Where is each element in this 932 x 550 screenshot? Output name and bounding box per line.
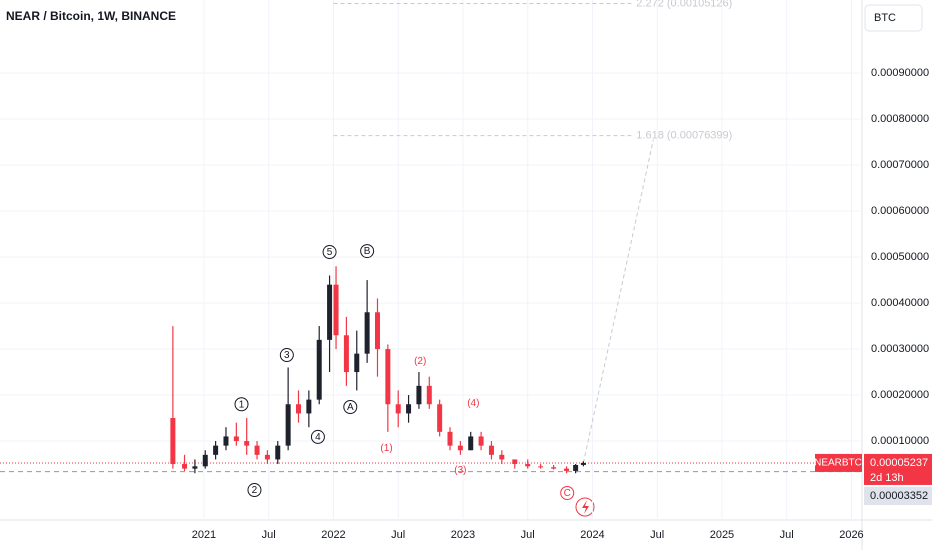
candle-body (182, 464, 188, 469)
wave-label: A (347, 402, 354, 413)
candle-body (551, 467, 557, 469)
x-tick-label: Jul (262, 529, 276, 541)
y-tick-label: 0.00090000 (871, 67, 929, 79)
wave-label: B (364, 246, 371, 257)
wave-circle (322, 245, 337, 260)
candle-body (499, 454, 505, 460)
price-tag (864, 453, 932, 485)
candle-body (354, 353, 360, 373)
grid (0, 0, 860, 520)
x-tick-label: 2024 (580, 529, 604, 541)
symbol-label: NEARBTC (814, 458, 862, 469)
candle-body (447, 431, 453, 446)
x-tick-label: Jul (780, 529, 794, 541)
currency-button[interactable] (864, 4, 923, 32)
y-tick-label: 0.00070000 (871, 159, 929, 171)
x-tick-label: 2021 (192, 529, 216, 541)
y-tick-label: 0.00050000 (871, 251, 929, 263)
candle-body (525, 464, 531, 467)
candle-body (192, 466, 198, 469)
wave-label: 1 (239, 399, 245, 410)
x-tick-label: 2026 (839, 529, 863, 541)
x-tick-label: Jul (521, 529, 535, 541)
y-tick-label: 0.00030000 (871, 343, 929, 355)
candle-body (295, 404, 301, 414)
x-tick-label: 2025 (710, 529, 734, 541)
candle-body (233, 436, 239, 442)
wave-label: C (564, 488, 571, 499)
candle-body (478, 436, 484, 446)
ref-price-tag (864, 487, 932, 505)
candle-body (406, 404, 412, 414)
wave-label: (1) (380, 443, 392, 454)
currency-label[interactable]: BTC (874, 12, 896, 24)
candle-body (437, 404, 443, 432)
candle-body (213, 445, 219, 455)
wave-label: (3) (454, 465, 466, 476)
candle-body (244, 441, 250, 446)
y-tick-label: 0.00040000 (871, 297, 929, 309)
candle-body (468, 436, 474, 451)
candle-body (316, 339, 322, 400)
y-tick-label: 0.00060000 (871, 205, 929, 217)
candle-body (385, 349, 391, 405)
candle-body (395, 404, 401, 414)
x-tick-label: Jul (391, 529, 405, 541)
symbol-tag (815, 453, 862, 472)
candle-body (275, 445, 281, 460)
x-tick-label: Jul (650, 529, 664, 541)
wave-label: 3 (284, 350, 290, 361)
x-tick-label: 2022 (321, 529, 345, 541)
chart-title: NEAR / Bitcoin, 1W, BINANCE (6, 9, 176, 23)
projection-line (582, 139, 654, 464)
fib-label: 1.618 (0.00076399) (636, 130, 732, 142)
candle-body (538, 466, 544, 468)
wave-circle (343, 400, 358, 415)
candle-body (457, 445, 463, 451)
wave-label: (2) (414, 356, 426, 367)
wave-circle (360, 244, 375, 259)
candle-body (223, 436, 229, 446)
candle-body (285, 404, 291, 446)
candle-body (333, 284, 339, 336)
fib-label: 2.272 (0.00105126) (636, 0, 732, 9)
wave-label: (4) (467, 398, 479, 409)
candle-body (426, 385, 432, 405)
candle-body (202, 454, 208, 467)
ref-price-label: 0.00003352 (870, 490, 928, 502)
candle-body (364, 312, 370, 354)
candle-body (170, 418, 176, 465)
candle-body (374, 312, 380, 350)
y-tick-label: 0.00010000 (871, 435, 929, 447)
candle-body (343, 335, 349, 373)
wave-label: 4 (315, 432, 321, 443)
countdown-label: 2d 13h (870, 472, 904, 484)
wave-circle (560, 486, 575, 501)
candle-body (254, 445, 260, 455)
candle-body (573, 464, 579, 471)
wave-label: 2 (252, 485, 258, 496)
y-tick-label: 0.00020000 (871, 389, 929, 401)
price-label: 0.00005237 (870, 457, 928, 469)
candle-body (327, 284, 333, 340)
wave-circle (234, 397, 249, 412)
candle-body (264, 454, 270, 460)
candle-body (580, 462, 586, 465)
candle-body (512, 459, 518, 465)
wave-label: 5 (327, 247, 333, 258)
candle-body (488, 445, 494, 455)
wave-circle (310, 429, 325, 444)
alert-bolt (582, 500, 589, 514)
wave-circle (279, 348, 294, 363)
wave-circle (247, 483, 262, 498)
candle-body (564, 468, 570, 471)
y-tick-label: 0.00080000 (871, 113, 929, 125)
x-tick-label: 2023 (451, 529, 475, 541)
candle-body (416, 385, 422, 405)
candle-body (306, 399, 312, 414)
